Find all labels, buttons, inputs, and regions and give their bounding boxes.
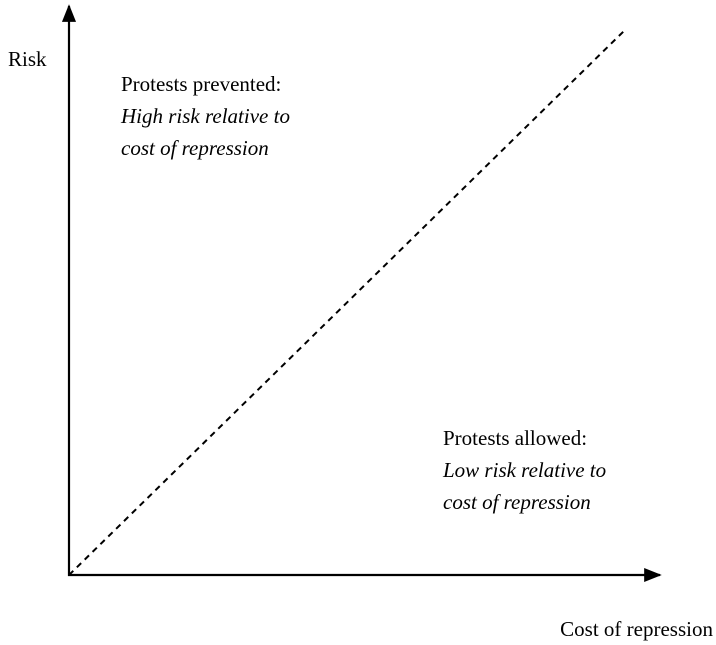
region-description: cost of repression [121,136,269,160]
region-title: Protests prevented: [121,72,281,96]
y-axis-label: Risk [8,47,47,71]
region-description: cost of repression [443,490,591,514]
region-title: Protests allowed: [443,426,587,450]
region-description: Low risk relative to [442,458,606,482]
x-axis-label: Cost of repression [560,617,713,641]
region-description: High risk relative to [120,104,290,128]
boundary-line [68,29,626,576]
